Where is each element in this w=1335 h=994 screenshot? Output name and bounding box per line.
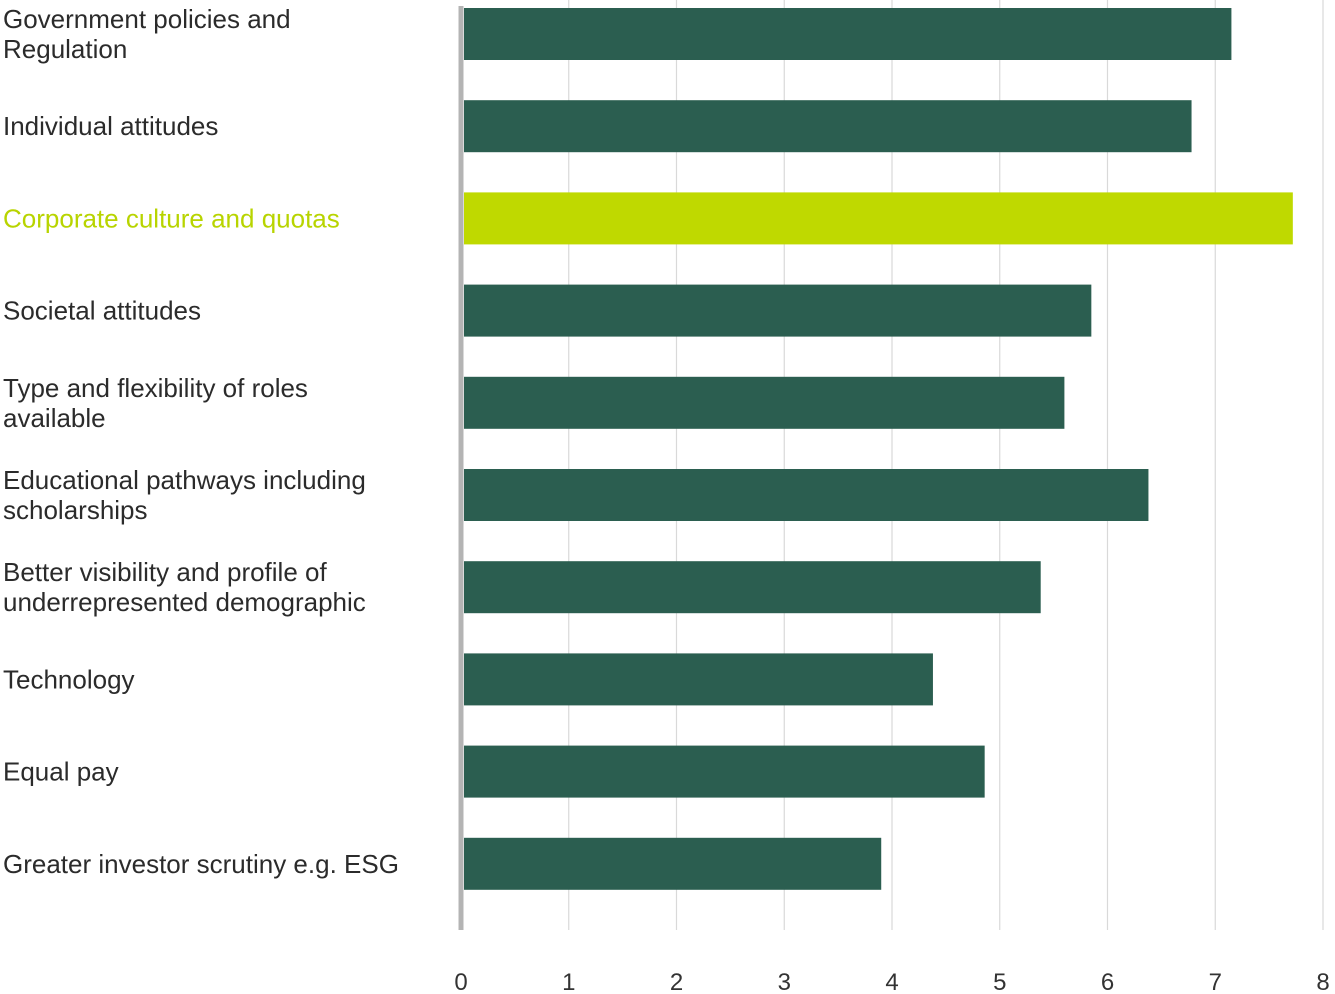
category-label-line: Type and flexibility of roles (3, 373, 308, 403)
category-label-line: Societal attitudes (3, 296, 201, 326)
category-label-line: Equal pay (3, 757, 119, 787)
category-label: Societal attitudes (3, 296, 201, 326)
category-label-line: Greater investor scrutiny e.g. ESG (3, 849, 399, 879)
category-label-line: Better visibility and profile of (3, 557, 327, 587)
bar-2 (464, 192, 1293, 245)
category-label-line: Corporate culture and quotas (3, 203, 340, 233)
category-label-line: underrepresented demographic (3, 587, 366, 617)
category-label: Greater investor scrutiny e.g. ESG (3, 849, 399, 879)
gridlines (568, 0, 1324, 930)
bar-1 (464, 100, 1192, 153)
category-label-line: Educational pathways including (3, 465, 366, 495)
category-label: Individual attitudes (3, 111, 218, 141)
category-label: Type and flexibility of roles available (3, 373, 308, 433)
x-tick-label: 3 (778, 969, 791, 994)
category-label: Technology (3, 664, 135, 694)
bar-6 (464, 561, 1041, 614)
category-label: Government policies and Regulation (3, 4, 291, 64)
category-label: Educational pathways including scholarshi… (3, 465, 366, 525)
x-tick-label: 2 (670, 969, 683, 994)
x-tick-label: 7 (1209, 969, 1222, 994)
bar-7 (464, 653, 933, 706)
x-tick-label: 5 (993, 969, 1006, 994)
x-tick-label: 4 (885, 969, 898, 994)
bar-3 (464, 284, 1092, 337)
category-label-line: scholarships (3, 495, 148, 525)
category-label: Equal pay (3, 757, 119, 787)
x-tick-label: 0 (454, 969, 467, 994)
x-tick-label: 8 (1316, 969, 1329, 994)
bar-5 (464, 469, 1149, 521)
bar-8 (464, 745, 985, 798)
category-label: Better visibility and profile of underrep… (3, 557, 366, 617)
x-tick-label: 1 (562, 969, 575, 994)
category-label-line: available (3, 403, 106, 433)
category-label-line: Regulation (3, 34, 127, 64)
category-labels: Government policies and Regulation Individ… (3, 4, 399, 879)
bar-0 (464, 8, 1232, 60)
category-label: Corporate culture and quotas (3, 203, 340, 233)
bar-4 (464, 376, 1065, 429)
x-tick-label: 6 (1101, 969, 1114, 994)
bar-9 (464, 837, 882, 890)
category-label-line: Government policies and (3, 4, 291, 34)
x-tick-labels: 0 1 2 3 4 5 6 7 8 (454, 969, 1329, 994)
bars (464, 8, 1293, 890)
category-label-line: Technology (3, 664, 135, 694)
category-label-line: Individual attitudes (3, 111, 218, 141)
